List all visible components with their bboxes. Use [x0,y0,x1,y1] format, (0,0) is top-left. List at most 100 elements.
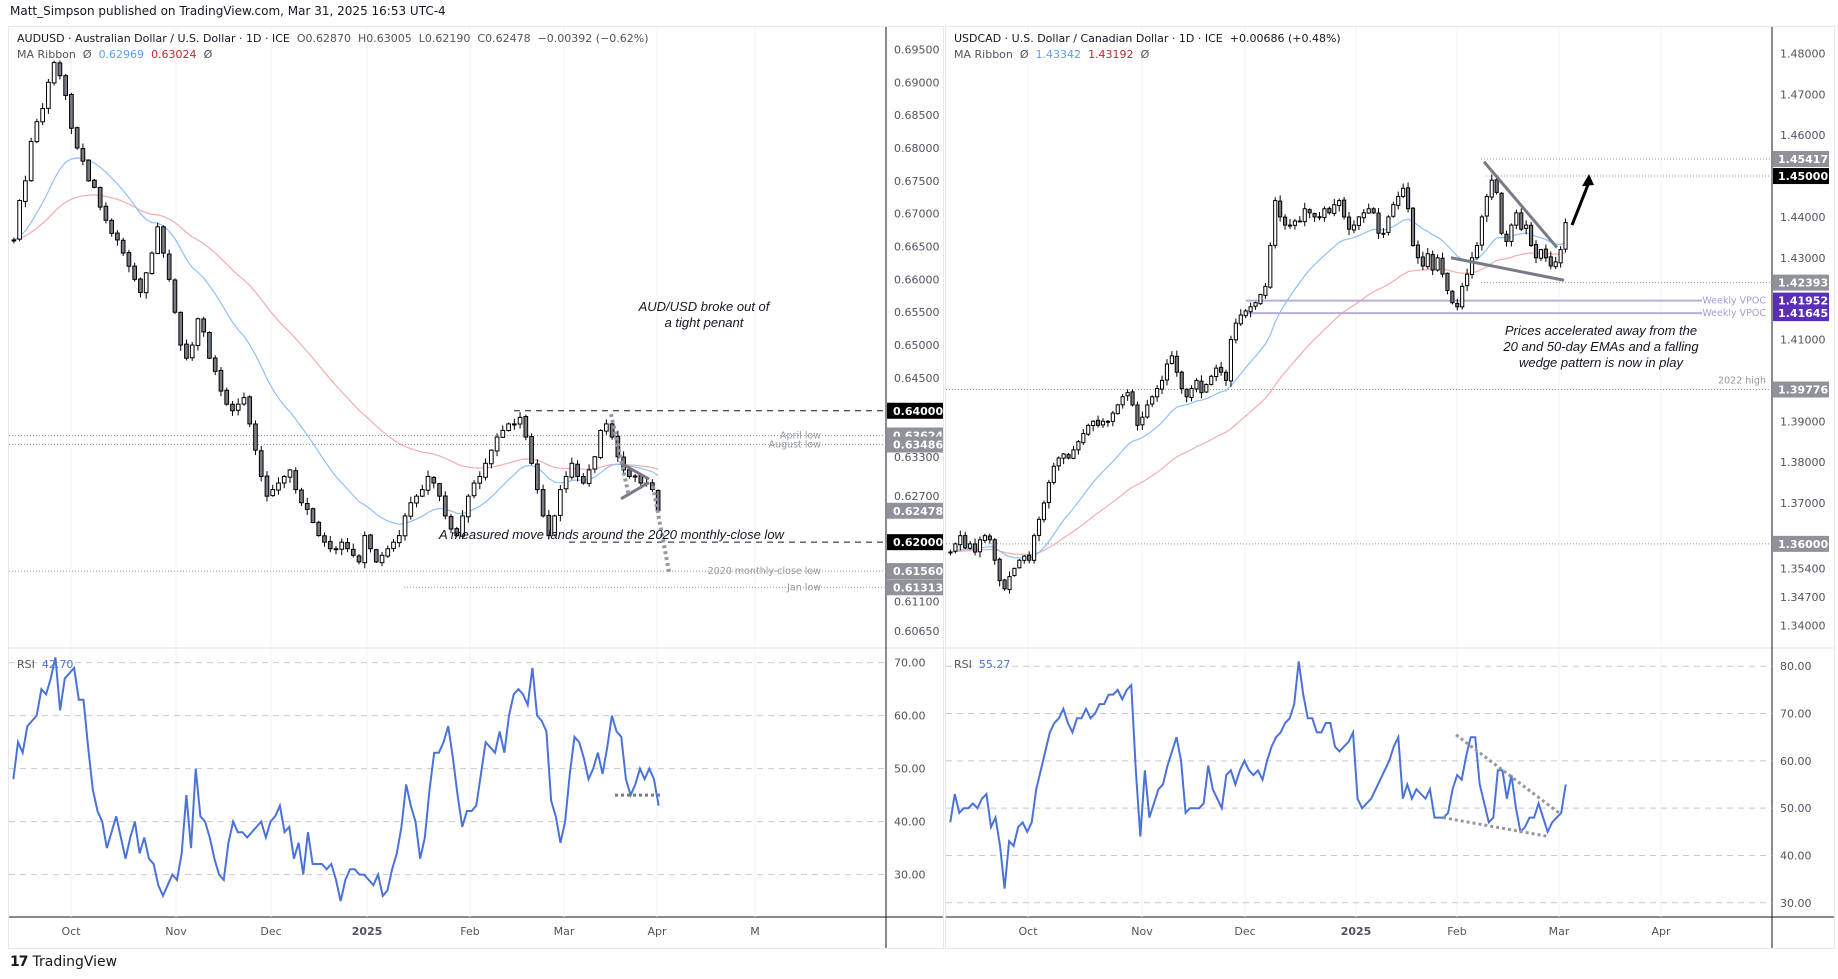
candle [1115,404,1120,415]
price-badge [887,436,943,453]
rsi-value: 42.70 [41,658,74,671]
candle [1484,195,1489,217]
candle [517,416,523,425]
candle [1479,216,1484,246]
candle [172,279,178,313]
candle [86,159,91,182]
price-badge [1773,292,1829,309]
price-badge [1773,305,1829,322]
audusd-low: L0.62190 [418,32,471,45]
audusd-ma-ribbon-legend[interactable]: MA Ribbon Ø 0.62969 0.63024 Ø [17,47,212,63]
candle [138,278,143,294]
candle [17,200,22,240]
candle [1056,457,1061,467]
rsi-value: 55.27 [978,658,1011,671]
candle [1130,391,1135,406]
usdcad-ma-ribbon-legend[interactable]: MA Ribbon Ø 1.43342 1.43192 Ø [954,47,1149,63]
price-tick: 1.47000 [1780,88,1826,101]
candle [425,475,431,491]
x-axis-label: Feb [1447,925,1466,938]
rsi-wedge-upper[interactable] [1455,733,1560,815]
candle [1194,379,1199,390]
candle [569,462,575,478]
wedge-lower-line[interactable] [1450,256,1565,282]
price-badge-label: 1.39776 [1778,384,1828,397]
candle [1297,220,1302,223]
candle [115,232,120,241]
candle [1455,302,1460,308]
candle [1376,212,1381,234]
rsi-tick: 30.00 [1780,897,1812,910]
price-badge-label: 0.63486 [893,439,943,452]
candle [195,318,201,346]
price-badge-label: 0.62478 [893,505,943,518]
rsi-line [949,661,1567,889]
arrowhead-icon [1582,174,1594,187]
candle [1140,416,1145,426]
rsi-tick: 50.00 [1780,802,1812,815]
price-badge-label: 1.36000 [1778,538,1828,551]
x-axis-label: Dec [260,925,281,938]
price-badge [887,502,943,519]
candle [1051,465,1056,483]
wedge-upper-line[interactable] [1482,160,1559,249]
audusd-symbol[interactable]: AUDUSD · Australian Dollar / U.S. Dollar… [17,32,290,45]
pennant-lower-line[interactable] [620,481,650,501]
price-tick: 0.68000 [894,142,940,155]
candle [1519,212,1524,230]
audusd-rsi-legend[interactable]: RSI 42.70 [17,657,73,673]
candle [1396,195,1401,206]
candle [126,252,132,267]
audusd-chart-canvas[interactable]: Oct Nov Dec 2025 Feb Mar Apr M 0.69500 0.69000 0.6… [9,27,943,948]
candle [1312,212,1317,218]
candle [1474,245,1480,259]
usdcad-symbol[interactable]: USDCAD · U.S. Dollar / Canadian Dollar ·… [954,32,1223,45]
tradingview-footer[interactable]: 17 TradingView [10,954,117,970]
candle [1253,302,1258,307]
price-badge-label: 0.64000 [893,405,943,418]
candle [11,239,17,242]
price-tick: 0.63300 [894,451,940,464]
candle [92,179,97,188]
price-tick: 0.61100 [894,595,940,608]
ema-slow-line [950,252,1566,556]
price-tick: 0.67000 [894,208,940,221]
level-label: April low [780,430,821,441]
candle [143,272,149,294]
candle [948,551,953,554]
candle [1223,371,1229,381]
candle [34,121,40,143]
ma-ribbon-label: MA Ribbon [954,48,1013,61]
candle [1391,204,1396,217]
rsi-tick: 50.00 [894,763,926,776]
candle [1282,216,1288,226]
measured-move-line[interactable] [609,413,671,573]
candle [396,535,402,544]
candle [1489,179,1494,198]
usdcad-rsi-legend[interactable]: RSI 55.27 [954,657,1010,673]
candle [74,127,80,149]
candle [1243,310,1248,317]
rsi-wedge-lower[interactable] [1442,816,1550,839]
candle [368,534,373,550]
price-tick: 0.65000 [894,339,940,352]
usdcad-chart-canvas[interactable]: Oct Nov Dec 2025 Feb Mar Apr 1.48000 1.47000 1.46… [946,27,1834,948]
price-tick: 1.43000 [1780,252,1826,265]
candle [166,253,172,280]
candle [46,81,51,109]
candle [977,539,983,553]
level-label: Weekly VPOC [1702,296,1766,307]
candle [1307,209,1312,214]
level-label: August low [769,440,822,451]
ema-slow-line [13,194,659,470]
candle [241,397,247,405]
candle [1278,200,1283,218]
candle [276,482,281,491]
candle [1524,224,1529,229]
pennant-upper-line[interactable] [620,462,650,481]
candle [109,219,115,234]
ema-slow-value: 0.63024 [151,48,197,61]
candle [1012,567,1017,577]
target-arrow-icon[interactable] [1570,181,1591,226]
candle [1415,244,1420,259]
